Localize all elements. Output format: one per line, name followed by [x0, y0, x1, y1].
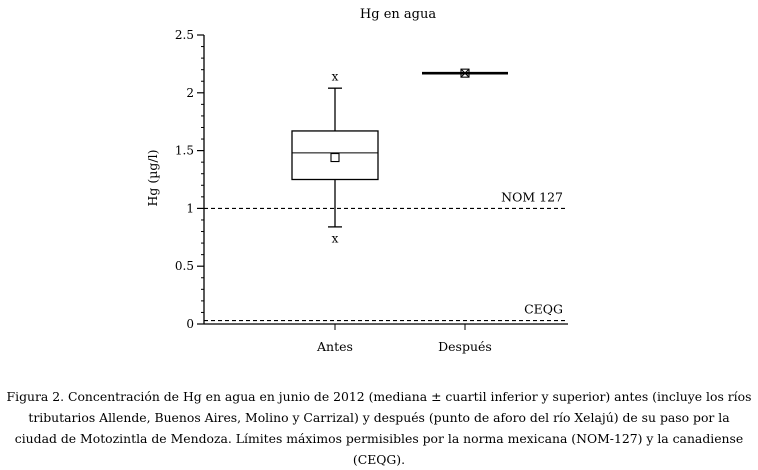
y-tick-label: 0.5 [175, 259, 194, 273]
x-category-label: Después [438, 339, 492, 354]
box-iqr [291, 130, 379, 181]
y-axis-label: Hg (µg/l) [145, 150, 160, 207]
mean-marker [330, 152, 340, 163]
reference-line-label: NOM 127 [501, 189, 563, 204]
mean-marker [460, 68, 470, 78]
y-tick-label: 1 [186, 201, 194, 215]
plot-area: 0 0.5 1 1.5 2 2.5 NOM 127 CEQG Antes Después x x [175, 28, 568, 354]
outlier-marker: x [332, 70, 339, 84]
y-tick-label: 2 [186, 86, 194, 100]
hg-box-chart: Hg en agua Hg (µg/l) 0 0.5 1 1.5 2 2.5 NOM 127… [145, 7, 568, 354]
figure-caption: Figura 2. Concentración de Hg en agua en… [6, 389, 752, 467]
y-tick-label: 1.5 [175, 144, 194, 158]
reference-line-label: CEQG [524, 302, 563, 317]
mean-marker-cross [460, 68, 470, 78]
y-tick-label: 0 [186, 317, 194, 331]
x-category-label: Antes [316, 339, 353, 354]
chart-title: Hg en agua [360, 7, 436, 22]
outlier-marker: x [332, 231, 339, 245]
y-tick-label: 2.5 [175, 28, 194, 42]
